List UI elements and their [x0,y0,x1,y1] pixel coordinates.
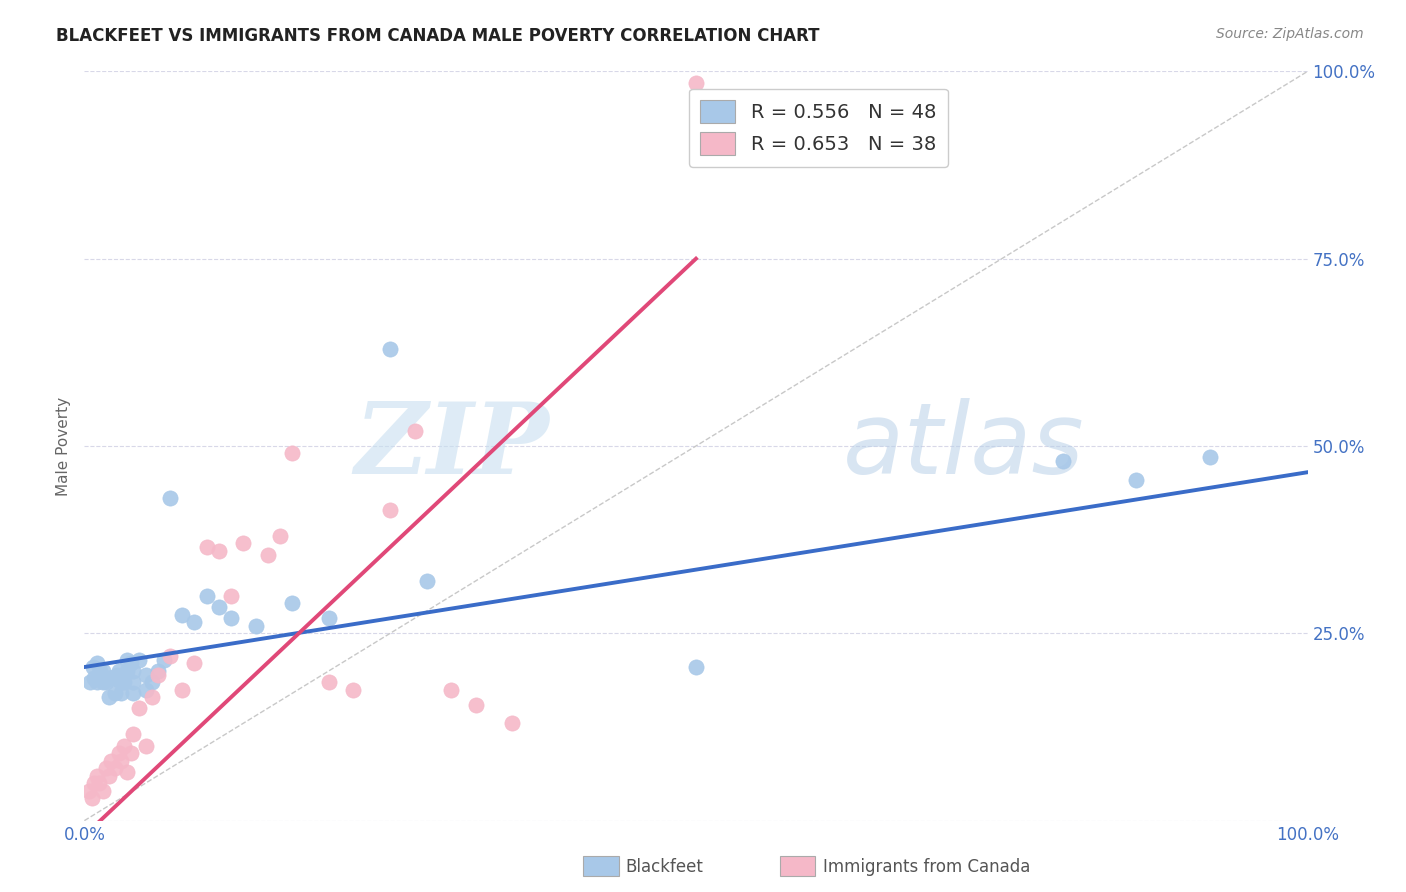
Point [416,574,439,588]
Point [115,652,138,666]
Point [79,675,101,690]
Point [159,648,181,663]
Text: Source: ZipAtlas.com: Source: ZipAtlas.com [1216,27,1364,41]
Point [120,657,142,671]
Point [86,657,108,671]
Point [122,686,145,700]
Point [1198,450,1220,465]
Point [1052,454,1074,468]
Point [183,615,205,629]
Point [380,342,402,356]
Point [172,682,194,697]
Point [135,667,157,681]
Point [208,600,231,615]
Point [146,667,169,681]
Point [195,589,218,603]
Point [219,611,242,625]
Point [87,671,110,685]
Point [440,682,463,697]
Point [257,548,280,562]
Point [318,611,340,625]
Point [146,664,169,678]
Point [86,769,108,783]
Point [87,776,110,790]
Point [380,502,402,516]
Point [122,664,145,678]
Point [153,652,176,666]
Point [141,690,163,704]
Point [318,675,340,690]
Point [105,667,128,681]
Point [122,727,145,741]
Point [110,754,132,768]
Point [135,739,157,753]
Point [245,619,267,633]
Point [96,761,118,775]
Point [128,652,150,666]
Point [208,544,231,558]
Point [96,675,118,690]
Point [107,664,129,678]
Legend: R = 0.556   N = 48, R = 0.653   N = 38: R = 0.556 N = 48, R = 0.653 N = 38 [689,88,948,167]
Point [112,675,135,690]
Text: ZIP: ZIP [354,398,550,494]
Y-axis label: Male Poverty: Male Poverty [56,396,72,496]
Point [685,660,707,674]
Point [342,682,364,697]
Point [120,746,142,760]
Point [77,783,100,797]
Point [115,764,138,779]
Point [100,671,122,685]
Text: atlas: atlas [842,398,1084,494]
Point [83,776,105,790]
Point [172,607,194,622]
Point [86,675,108,690]
Point [281,596,304,610]
Point [110,675,132,690]
Text: BLACKFEET VS IMMIGRANTS FROM CANADA MALE POVERTY CORRELATION CHART: BLACKFEET VS IMMIGRANTS FROM CANADA MALE… [56,27,820,45]
Point [269,529,291,543]
Text: Immigrants from Canada: Immigrants from Canada [823,858,1029,876]
Point [97,769,120,783]
Point [404,424,426,438]
Point [97,671,120,685]
Point [100,754,122,768]
Point [104,671,127,685]
Point [110,671,132,685]
Point [89,664,111,678]
Text: Blackfeet: Blackfeet [626,858,703,876]
Point [91,675,114,690]
Point [82,660,104,674]
Point [685,76,707,90]
Point [128,701,150,715]
Point [141,675,163,690]
Point [135,682,157,697]
Point [122,675,145,690]
Point [104,761,127,775]
Point [83,671,105,685]
Point [464,698,486,712]
Point [91,664,114,678]
Point [281,446,304,460]
Point [110,686,132,700]
Point [104,686,127,700]
Point [183,657,205,671]
Point [159,491,181,506]
Point [1125,473,1147,487]
Point [112,739,135,753]
Point [219,589,242,603]
Point [502,716,524,731]
Point [91,783,114,797]
Point [232,536,254,550]
Point [195,540,218,554]
Point [115,664,138,678]
Point [80,791,103,805]
Point [107,746,129,760]
Point [97,690,120,704]
